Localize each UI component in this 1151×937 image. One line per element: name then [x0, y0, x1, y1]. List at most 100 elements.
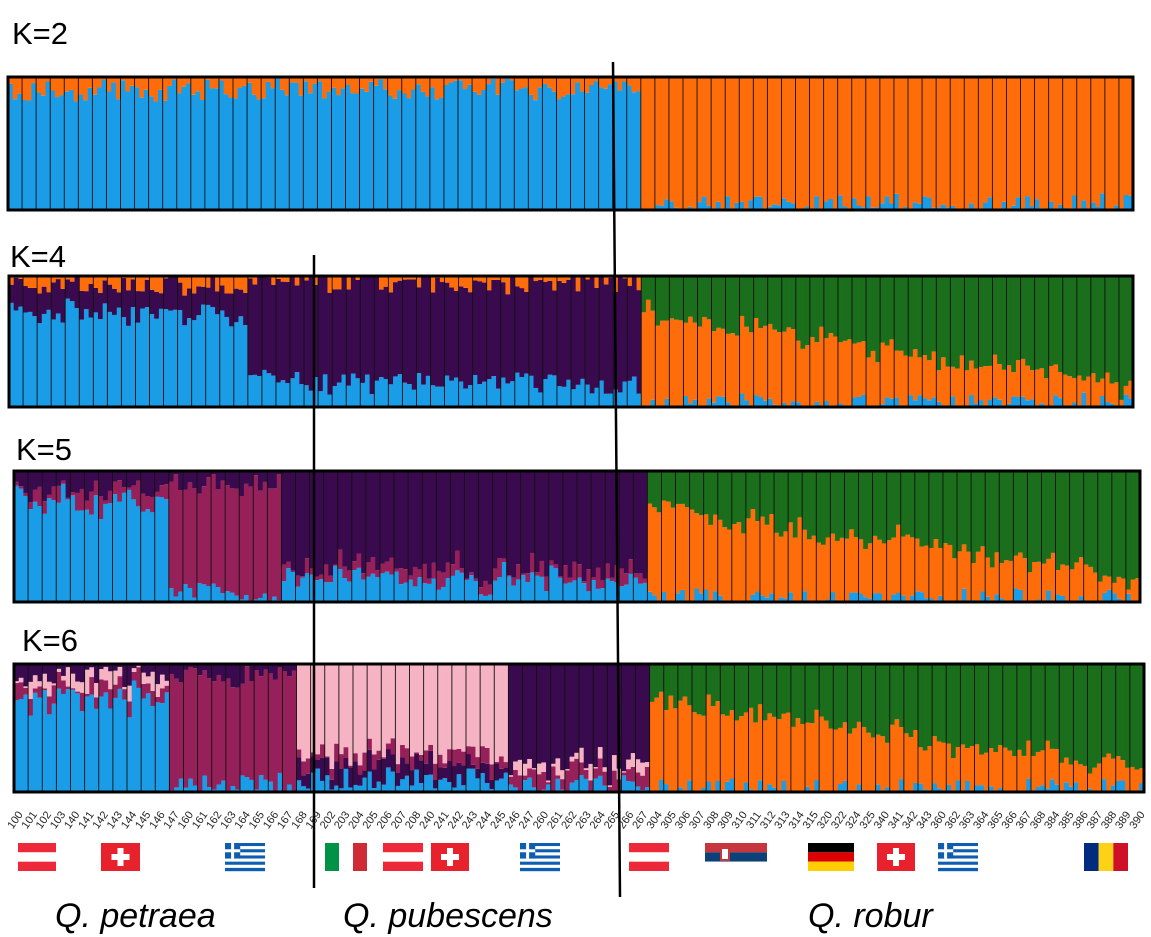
admixture-segment-green	[891, 471, 897, 538]
admixture-segment-orange	[706, 77, 712, 206]
admixture-segment-orange	[1069, 569, 1075, 601]
admixture-segment-pink	[371, 664, 377, 755]
admixture-segment-blue	[23, 694, 29, 792]
admixture-segment-dark_purple	[211, 664, 217, 682]
admixture-segment-dark_purple	[79, 471, 85, 489]
admixture-segment-dark_purple	[258, 664, 264, 677]
admixture-segment-blue	[701, 788, 707, 792]
admixture-segment-green	[997, 276, 1003, 365]
admixture-segment-magenta	[136, 667, 142, 688]
admixture-segment-magenta	[305, 758, 312, 774]
admixture-segment-blue	[106, 91, 112, 210]
admixture-segment-orange	[701, 77, 707, 197]
admixture-segment-dark_purple	[453, 290, 459, 378]
admixture-segment-orange	[97, 276, 104, 293]
admixture-segment-magenta	[267, 488, 273, 601]
admixture-segment-orange	[429, 77, 435, 88]
admixture-segment-magenta	[520, 573, 526, 576]
admixture-segment-orange	[1055, 570, 1061, 595]
greece-flag	[225, 843, 265, 872]
admixture-segment-blue	[583, 778, 589, 792]
admixture-segment-dark_purple	[355, 279, 361, 379]
admixture-segment-blue	[663, 784, 669, 792]
admixture-segment-magenta	[202, 670, 208, 776]
admixture-segment-green	[786, 664, 792, 713]
admixture-segment-orange	[828, 333, 834, 406]
admixture-segment-magenta	[550, 766, 556, 791]
admixture-segment-orange	[647, 503, 653, 592]
admixture-segment-blue	[111, 82, 117, 210]
admixture-segment-green	[701, 664, 707, 716]
admixture-segment-blue	[503, 772, 509, 792]
admixture-segment-magenta	[79, 692, 86, 712]
admixture-segment-magenta	[89, 677, 95, 695]
admixture-segment-blue	[608, 393, 614, 407]
admixture-segment-blue	[332, 386, 338, 407]
admixture-segment-pink	[560, 770, 566, 780]
admixture-segment-green	[645, 276, 652, 300]
admixture-segment-orange	[942, 543, 949, 601]
admixture-segment-blue	[374, 380, 380, 407]
admixture-segment-magenta	[334, 743, 340, 762]
admixture-segment-magenta	[187, 482, 193, 588]
admixture-segment-blue	[988, 786, 994, 792]
admixture-segment-orange	[467, 77, 473, 85]
admixture-segment-pink	[498, 664, 505, 757]
admixture-segment-blue	[1029, 399, 1036, 407]
admixture-segment-orange	[743, 77, 750, 209]
admixture-segment-green	[692, 276, 698, 323]
admixture-segment-orange	[1031, 756, 1037, 791]
admixture-segment-orange	[1018, 552, 1024, 590]
admixture-segment-dark_purple	[594, 287, 600, 388]
admixture-segment-orange	[861, 341, 867, 395]
admixture-segment-green	[837, 276, 844, 343]
admixture-segment-blue	[129, 85, 135, 210]
admixture-segment-blue	[354, 93, 360, 210]
admixture-segment-green	[947, 471, 953, 545]
admixture-segment-orange	[585, 276, 591, 280]
admixture-segment-orange	[83, 276, 90, 292]
admixture-segment-orange	[1020, 77, 1026, 209]
admixture-segment-blue	[140, 308, 146, 407]
admixture-segment-magenta	[192, 488, 198, 598]
admixture-segment-dark_purple	[378, 289, 385, 378]
admixture-segment-blue	[415, 84, 421, 210]
admixture-segment-green	[1054, 664, 1060, 749]
admixture-segment-pink	[546, 780, 552, 783]
admixture-segment-orange	[969, 360, 975, 396]
admixture-segment-blue	[200, 100, 206, 210]
admixture-segment-orange	[851, 77, 857, 199]
admixture-segment-green	[875, 664, 881, 735]
admixture-segment-pink	[320, 664, 326, 745]
admixture-segment-orange	[856, 77, 862, 206]
admixture-segment-blue	[70, 689, 76, 792]
admixture-segment-orange	[1101, 757, 1107, 780]
admixture-segment-orange	[898, 350, 904, 406]
admixture-segment-pink	[75, 681, 81, 692]
admixture-segment-magenta	[221, 681, 227, 781]
admixture-segment-orange	[1006, 365, 1012, 404]
admixture-segment-orange	[285, 276, 291, 282]
admixture-segment-dark_purple	[127, 664, 133, 686]
admixture-segment-blue	[1120, 780, 1126, 792]
admixture-segment-magenta	[159, 688, 166, 704]
admixture-segment-blue	[27, 311, 33, 407]
admixture-segment-blue	[985, 596, 991, 602]
admixture-segment-blue	[585, 384, 591, 407]
admixture-segment-blue	[1073, 782, 1079, 792]
admixture-segment-pink	[522, 763, 528, 776]
admixture-segment-dark_purple	[196, 471, 203, 494]
admixture-segment-orange	[776, 719, 782, 791]
admixture-segment-orange	[781, 331, 787, 403]
admixture-segment-orange	[1013, 555, 1019, 589]
admixture-segment-magenta	[348, 765, 354, 768]
admixture-segment-dark_purple	[65, 471, 71, 498]
admixture-segment-blue	[542, 84, 548, 210]
admixture-segment-orange	[804, 77, 810, 207]
admixture-segment-blue	[1139, 783, 1145, 792]
admixture-segment-orange	[914, 538, 920, 592]
admixture-segment-blue	[692, 399, 698, 407]
admixture-segment-blue	[484, 782, 490, 792]
admixture-segment-blue	[205, 304, 211, 407]
admixture-segment-blue	[353, 784, 359, 792]
